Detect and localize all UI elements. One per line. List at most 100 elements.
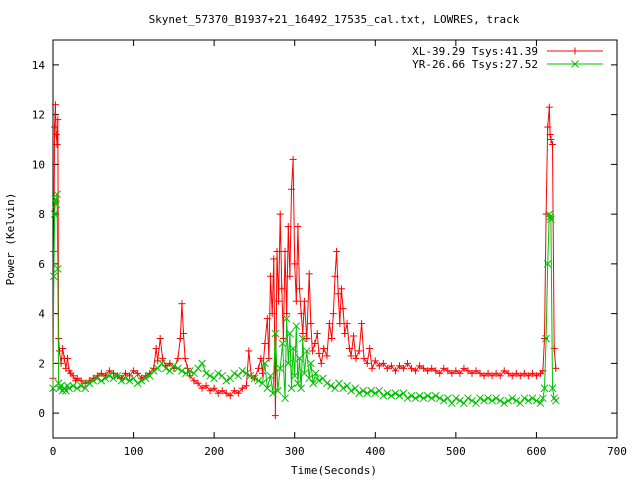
data-point (69, 381, 77, 390)
data-point (500, 367, 508, 375)
data-point (202, 382, 210, 390)
data-point (295, 354, 304, 363)
data-point (428, 364, 436, 372)
data-point (53, 140, 61, 148)
data-point (159, 354, 167, 362)
data-point (334, 290, 342, 298)
data-point (412, 367, 420, 375)
data-point (270, 255, 278, 263)
data-point (476, 369, 484, 377)
data-point (289, 155, 297, 163)
data-point (528, 369, 536, 377)
data-point (311, 369, 320, 378)
data-point (178, 366, 186, 375)
data-point (305, 374, 314, 383)
y-tick-label: 2 (38, 357, 45, 370)
data-point (407, 391, 416, 400)
data-point (226, 392, 234, 400)
data-point (97, 376, 106, 385)
data-point (448, 369, 456, 377)
data-point (339, 305, 347, 313)
data-point (350, 332, 358, 340)
data-point (399, 389, 408, 398)
data-point (352, 354, 360, 362)
x-tick-label: 600 (526, 445, 546, 458)
y-tick-label: 6 (38, 258, 45, 271)
y-axis-label: Power (Kelvin) (4, 193, 17, 286)
data-point (265, 354, 273, 362)
legend-label: XL-39.29 Tsys:41.39 (412, 45, 538, 58)
data-point (516, 372, 524, 380)
data-point (371, 357, 379, 365)
data-point (545, 210, 554, 218)
data-point (542, 334, 550, 343)
data-point (273, 386, 282, 395)
data-point (367, 386, 376, 395)
data-point (50, 210, 59, 218)
data-point (360, 354, 368, 362)
data-point (52, 131, 60, 139)
data-point (105, 367, 113, 375)
data-point (246, 371, 255, 380)
data-point (73, 374, 81, 382)
data-point (109, 374, 118, 383)
data-point (427, 394, 436, 403)
y-tick-label: 8 (38, 208, 45, 221)
data-point (512, 396, 521, 405)
data-point (472, 399, 480, 408)
data-point (198, 359, 206, 368)
data-point (431, 391, 440, 400)
data-point (154, 357, 162, 365)
data-point (327, 381, 335, 390)
data-point (484, 369, 492, 377)
data-point (492, 369, 500, 377)
data-point (275, 297, 283, 305)
data-point (311, 339, 319, 347)
data-point (346, 344, 354, 352)
data-point (273, 247, 281, 255)
data-point (222, 389, 230, 397)
data-point (59, 344, 67, 352)
data-point (347, 352, 355, 360)
data-point (126, 372, 134, 380)
data-point (257, 354, 265, 362)
data-point (411, 394, 420, 403)
data-point (347, 386, 355, 395)
data-point (93, 374, 102, 383)
data-point (152, 344, 160, 352)
data-point (460, 399, 468, 408)
data-point (464, 394, 472, 403)
x-tick-label: 100 (124, 445, 144, 458)
data-point (317, 359, 325, 367)
data-point (500, 399, 509, 408)
data-point (242, 369, 251, 378)
data-point (358, 320, 366, 328)
data-point (542, 210, 550, 218)
data-point (254, 376, 263, 385)
data-point (415, 391, 424, 400)
data-point (444, 367, 452, 375)
data-point (174, 354, 182, 362)
data-point (250, 374, 259, 383)
data-point (145, 371, 154, 380)
series-line (52, 104, 557, 416)
data-point (504, 396, 513, 405)
data-point (504, 369, 512, 377)
data-point (51, 123, 59, 131)
data-point (545, 103, 553, 111)
data-point (284, 223, 292, 231)
data-point (182, 369, 190, 378)
data-point (309, 379, 318, 388)
data-point (315, 349, 323, 357)
data-point (49, 272, 58, 281)
data-point (387, 362, 395, 370)
data-point (156, 335, 164, 342)
data-point (447, 399, 456, 408)
data-point (54, 116, 62, 124)
data-point (468, 369, 476, 377)
data-point (283, 310, 291, 318)
series-xl (49, 101, 560, 420)
data-point (281, 247, 289, 255)
data-point (452, 367, 460, 375)
